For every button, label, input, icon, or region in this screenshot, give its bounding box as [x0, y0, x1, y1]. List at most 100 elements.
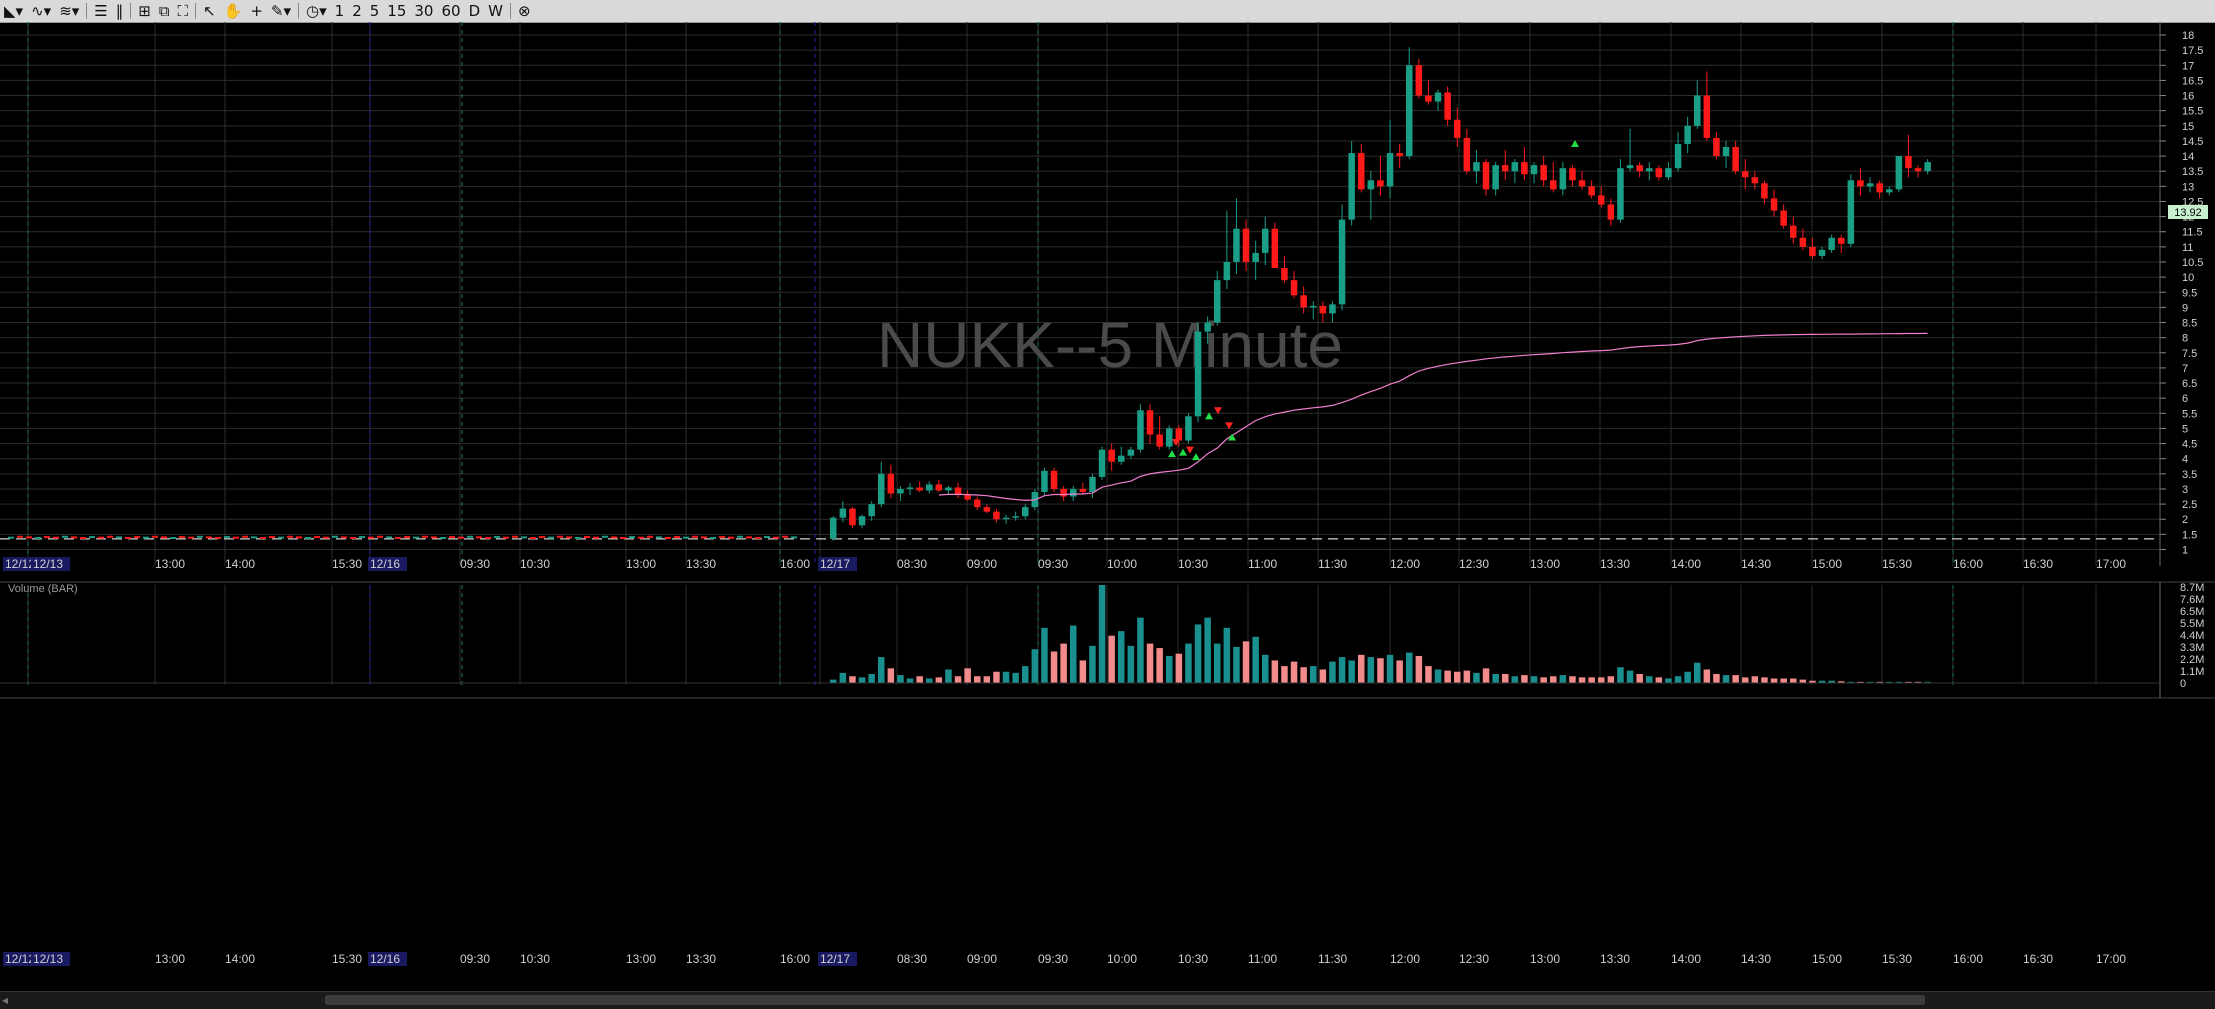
candle-body — [1214, 280, 1221, 323]
time-label: 09:00 — [967, 557, 997, 571]
volume-bar — [945, 669, 952, 683]
volume-bar — [1790, 678, 1797, 683]
period-button-15[interactable]: 15 — [387, 2, 407, 20]
period-button-60[interactable]: 60 — [441, 2, 461, 20]
period-button-30[interactable]: 30 — [414, 2, 434, 20]
volume-bar — [1838, 681, 1845, 683]
time-label: 09:30 — [1038, 952, 1068, 966]
candle — [674, 536, 680, 539]
volume-bar — [1636, 673, 1643, 683]
time-label: 16:30 — [2023, 952, 2053, 966]
candle — [701, 536, 707, 539]
volume-bar — [1607, 676, 1615, 683]
candle — [728, 536, 734, 539]
candle-body — [1310, 305, 1317, 308]
period-button-d[interactable]: D — [468, 2, 481, 20]
price-chart[interactable]: NUKK--5 Minute 1817.51716.51615.51514.51… — [0, 22, 2215, 991]
candle — [791, 536, 797, 539]
volume-bar — [906, 678, 914, 683]
volume-bar — [1281, 666, 1288, 683]
vwap-line — [938, 332, 1928, 502]
candle-body — [1511, 162, 1519, 172]
volume-bar — [1300, 667, 1307, 683]
link-icon[interactable]: ⛶ — [177, 2, 189, 20]
candle-body — [906, 487, 914, 489]
layout-rows-icon[interactable]: ☰ — [94, 2, 108, 20]
price-tick: 2.5 — [2182, 499, 2197, 511]
candle — [665, 536, 671, 539]
candle-body — [1626, 165, 1634, 169]
candle-body — [1876, 183, 1883, 193]
buy-signal-marker — [1168, 450, 1176, 458]
period-button-1[interactable]: 1 — [334, 2, 345, 20]
candle-body — [1108, 449, 1115, 462]
window-icon[interactable]: ⧉ — [158, 2, 170, 20]
volume-bar — [1578, 677, 1586, 683]
time-label: 14:00 — [1671, 952, 1701, 966]
candle — [530, 536, 536, 539]
volume-bar — [858, 677, 866, 683]
candle — [17, 535, 23, 538]
candle — [197, 535, 203, 538]
volume-bar — [887, 668, 895, 683]
draw-style-icon[interactable]: ≋▾ — [59, 2, 80, 20]
period-button-2[interactable]: 2 — [352, 2, 362, 20]
candle-body — [993, 511, 1000, 520]
date-highlight — [818, 952, 857, 966]
price-tick: 10 — [2182, 272, 2194, 284]
candle — [35, 536, 41, 539]
candle-body — [1262, 228, 1269, 253]
crosshair-icon[interactable]: + — [250, 2, 263, 20]
time-label: 13:30 — [1600, 557, 1630, 571]
time-label: 12/16 — [370, 952, 400, 966]
volume-bars — [830, 585, 1931, 683]
close-chart-icon[interactable]: ⊗ — [517, 2, 531, 20]
candle — [656, 536, 662, 539]
candle — [242, 535, 248, 538]
candle-body — [1463, 137, 1471, 172]
volume-bar — [1358, 654, 1365, 683]
candle-body — [1444, 92, 1451, 120]
volume-bar — [964, 668, 971, 683]
grid-icon[interactable]: ⊞ — [138, 2, 151, 20]
clock-icon[interactable]: ◷▾ — [306, 2, 327, 20]
price-tick: 8 — [2182, 333, 2188, 345]
volume-bar — [1406, 652, 1413, 683]
chart-type-icon[interactable]: ◣▾ — [4, 2, 24, 20]
candle-body — [849, 508, 856, 526]
candle-body — [1761, 183, 1768, 199]
layout-cols-icon[interactable]: ‖ — [115, 2, 124, 20]
volume-bar — [1492, 673, 1499, 683]
toolbar-separator — [195, 3, 197, 19]
hand-icon[interactable]: ✋ — [223, 2, 243, 20]
volume-bar — [935, 677, 943, 683]
candle-body — [868, 504, 875, 517]
scroll-thumb[interactable] — [325, 995, 1925, 1005]
candle — [53, 536, 59, 539]
price-tick: 14 — [2182, 151, 2194, 163]
scroll-left-icon[interactable]: ◂ — [2, 993, 9, 1007]
pencil-icon[interactable]: ✎▾ — [270, 2, 292, 20]
volume-bar — [974, 676, 981, 683]
candle-body — [1838, 237, 1845, 244]
candle-body — [1070, 488, 1077, 497]
volume-bar — [1338, 657, 1346, 683]
pointer-icon[interactable]: ↖ — [203, 2, 216, 20]
candle-body — [1588, 186, 1595, 196]
indicator-icon[interactable]: ∿▾ — [31, 2, 52, 20]
candle-body — [1406, 65, 1413, 157]
horizontal-scrollbar[interactable]: ◂ — [0, 991, 2215, 1009]
candle-body — [839, 508, 847, 518]
volume-bar — [1089, 645, 1096, 683]
volume-bar — [897, 675, 904, 683]
price-tick: 1 — [2182, 544, 2188, 556]
period-button-w[interactable]: W — [488, 2, 503, 20]
period-button-5[interactable]: 5 — [369, 2, 380, 20]
volume-bar — [1454, 671, 1461, 683]
candle-body — [1002, 517, 1010, 520]
volume-tick: 7.6M — [2180, 594, 2204, 606]
date-highlight — [818, 557, 857, 571]
volume-bar — [1214, 643, 1221, 683]
candle-body — [1607, 204, 1615, 220]
